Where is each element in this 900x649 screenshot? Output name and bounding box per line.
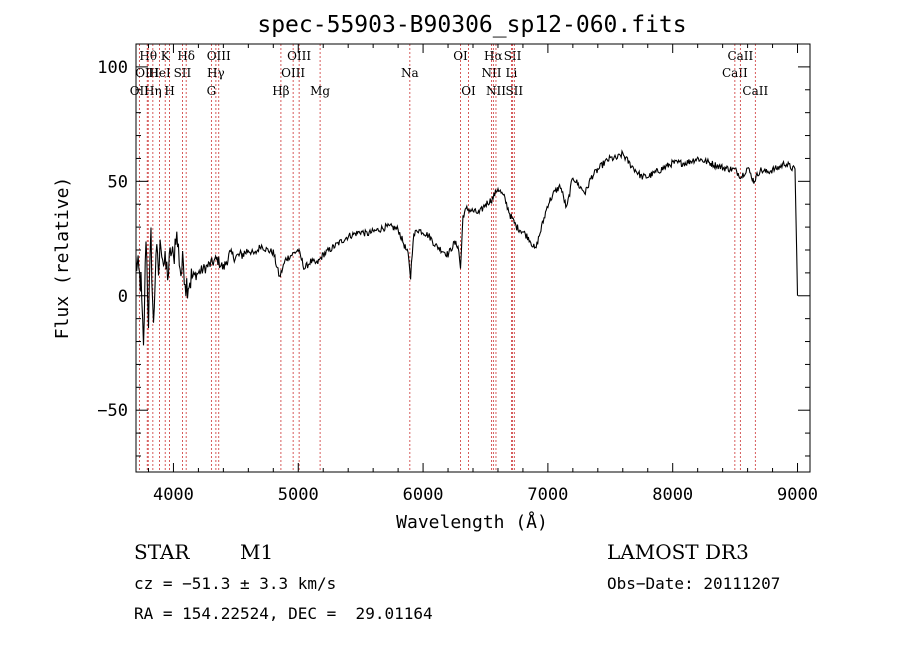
emission-line-label: OIII	[287, 49, 311, 63]
object-class: STAR	[134, 540, 190, 564]
emission-line-label: Hγ	[207, 66, 225, 80]
y-axis-label: Flux (relative)	[52, 177, 73, 340]
emission-line-label: CaII	[727, 49, 753, 63]
emission-line-label: CaII	[742, 84, 768, 98]
y-tick-label: −50	[97, 401, 128, 421]
emission-line-label: OIII	[281, 66, 305, 80]
emission-line-label: OIII	[135, 66, 159, 80]
emission-line-label: OI	[453, 49, 468, 63]
emission-line-label: HeI	[148, 66, 171, 80]
emission-line-label: Hθ	[139, 49, 157, 63]
emission-line-label: CaII	[722, 66, 748, 80]
x-axis-label: Wavelength (Å)	[396, 511, 548, 533]
emission-line-label: Hβ	[272, 84, 289, 98]
observation-date: Obs−Date: 20111207	[607, 574, 781, 593]
emission-line-label: Hδ	[177, 49, 195, 63]
emission-line-label: Hη	[144, 84, 162, 98]
emission-line-label: OI	[461, 84, 476, 98]
x-tick-label: 8000	[652, 485, 693, 505]
emission-line-label: OIII	[207, 49, 231, 63]
redshift-velocity: cz = −51.3 ± 3.3 km/s	[134, 574, 337, 593]
emission-line-label: SII	[505, 84, 523, 98]
emission-line-label: Mg	[310, 84, 330, 98]
emission-line-label: NII	[481, 66, 501, 80]
emission-line-label: Na	[401, 66, 419, 80]
x-tick-label: 5000	[278, 485, 319, 505]
emission-line-label: H	[164, 84, 174, 98]
flux-series-line	[135, 149, 799, 346]
y-tick-label: 0	[118, 287, 128, 307]
emission-line-label: SII	[174, 66, 192, 80]
emission-line-label: OII	[130, 84, 150, 98]
y-tick-label: 100	[97, 58, 128, 78]
emission-line-label: K	[161, 49, 171, 63]
chart-title: spec-55903-B90306_sp12-060.fits	[257, 12, 686, 38]
emission-line-label: Li	[506, 66, 518, 80]
emission-line-label: Hα	[484, 49, 503, 63]
x-tick-label: 6000	[403, 485, 444, 505]
x-tick-label: 7000	[527, 485, 568, 505]
emission-line-label: NII	[486, 84, 506, 98]
x-tick-label: 4000	[153, 485, 194, 505]
ra-dec-coordinates: RA = 154.22524, DEC = 29.01164	[134, 604, 433, 623]
survey-name: LAMOST DR3	[607, 540, 749, 564]
plot-frame	[135, 43, 811, 473]
object-subclass: M1	[240, 540, 274, 564]
x-tick-label: 9000	[777, 485, 818, 505]
emission-line-label: G	[207, 84, 217, 98]
axis-ticks: 4000 5000 6000 7000 8000 9000 −50 0 50 100	[97, 43, 818, 505]
emission-line-label: SII	[504, 49, 522, 63]
y-tick-label: 50	[108, 172, 128, 192]
